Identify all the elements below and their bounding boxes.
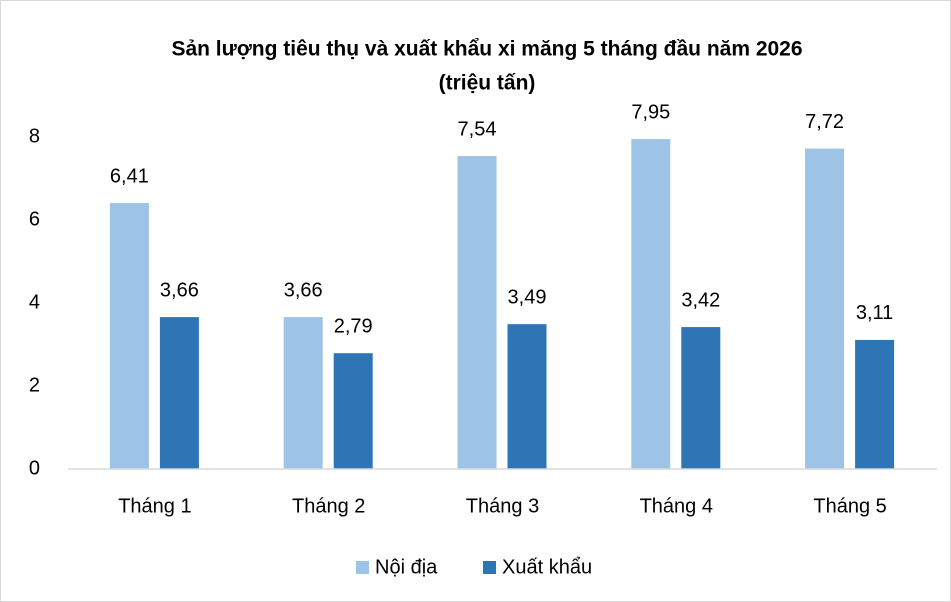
y-tick-label: 4 [29,291,40,313]
chart-subtitle: (triệu tấn) [439,72,536,95]
y-tick-label: 8 [29,125,40,147]
bar [805,148,845,469]
y-tick-label: 6 [29,208,40,230]
data-label: 6,41 [110,165,149,187]
legend-swatch [356,561,369,574]
bar [631,139,671,469]
data-label: 3,49 [508,286,547,308]
data-label: 7,72 [805,111,844,133]
data-label: 3,11 [856,302,893,324]
legend-label: Xuất khẩu [502,556,592,578]
y-tick-label: 2 [29,374,40,396]
chart-title: Sản lượng tiêu thụ và xuất khẩu xi măng … [171,38,802,61]
x-tick-label: Tháng 3 [466,495,539,517]
bar [681,327,721,469]
data-label: 3,42 [681,289,720,311]
data-label: 3,66 [284,279,323,301]
bar [283,317,323,469]
bar [159,317,199,469]
bar [855,339,895,469]
x-tick-label: Tháng 1 [118,495,191,517]
bar [333,353,373,469]
legend-label: Nội địa [375,556,438,578]
y-tick-label: 0 [29,457,40,479]
x-tick-label: Tháng 5 [813,495,886,517]
x-tick-label: Tháng 4 [640,495,713,517]
bar [109,202,149,470]
data-label: 2,79 [334,315,373,337]
data-label: 7,54 [458,118,497,140]
legend-swatch [483,561,496,574]
x-tick-label: Tháng 2 [292,495,365,517]
data-label: 3,66 [160,279,199,301]
bar [507,324,547,469]
bar [457,156,497,469]
data-label: 7,95 [631,101,670,123]
